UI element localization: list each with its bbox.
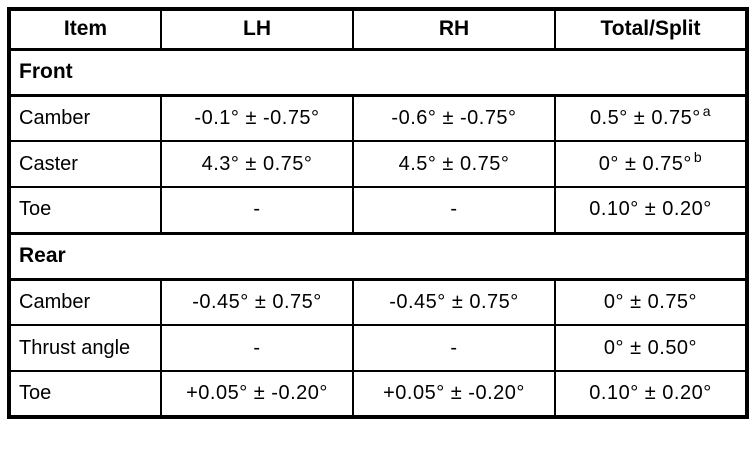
row-label-rear-camber: Camber — [8, 278, 162, 326]
column-header-rh: RH — [352, 8, 556, 50]
rear-camber-total-value: 0° ± 0.75° — [554, 278, 748, 326]
row-rear-thrust-angle: Thrust angle - - 0° ± 0.50° — [8, 324, 748, 372]
section-label-front: Front — [8, 47, 748, 97]
rear-toe-total-value: 0.10° ± 0.20° — [554, 370, 748, 418]
row-label-front-caster: Caster — [8, 140, 162, 188]
row-rear-camber: Camber -0.45° ± 0.75° -0.45° ± 0.75° 0° … — [8, 278, 748, 326]
rear-thrust-angle-lh-value: - — [160, 324, 354, 372]
row-label-rear-toe: Toe — [8, 370, 162, 418]
front-caster-lh-value: 4.3° ± 0.75° — [160, 140, 354, 188]
front-caster-footnote-marker: b — [693, 148, 703, 165]
row-rear-toe: Toe +0.05° ± -0.20° +0.05° ± -0.20° 0.10… — [8, 370, 748, 418]
front-camber-lh-value: -0.1° ± -0.75° — [160, 94, 354, 142]
front-caster-total-value: 0° ± 0.75° — [598, 152, 692, 175]
column-header-total: Total/Split — [554, 8, 748, 50]
column-header-lh: LH — [160, 8, 354, 50]
front-camber-total-value: 0.5° ± 0.75° — [589, 106, 701, 129]
rear-toe-lh-value: +0.05° ± -0.20° — [160, 370, 354, 418]
front-camber-footnote-marker: a — [702, 103, 712, 120]
row-label-rear-thrust-angle: Thrust angle — [8, 324, 162, 372]
front-toe-lh-value: - — [160, 186, 354, 234]
section-row-rear: Rear — [8, 231, 748, 281]
section-row-front: Front — [8, 47, 748, 97]
front-toe-rh-value: - — [352, 186, 556, 234]
front-toe-total-value: 0.10° ± 0.20° — [554, 186, 748, 234]
wheel-alignment-spec-table: Item LH RH Total/Split Front Camber -0.1… — [7, 7, 749, 419]
rear-camber-rh-value: -0.45° ± 0.75° — [352, 278, 556, 326]
rear-thrust-angle-rh-value: - — [352, 324, 556, 372]
section-label-rear: Rear — [8, 231, 748, 281]
front-caster-total-cell: 0° ± 0.75° b — [554, 140, 748, 188]
rear-toe-rh-value: +0.05° ± -0.20° — [352, 370, 556, 418]
row-label-front-toe: Toe — [8, 186, 162, 234]
front-caster-rh-value: 4.5° ± 0.75° — [352, 140, 556, 188]
rear-thrust-angle-total-value: 0° ± 0.50° — [554, 324, 748, 372]
row-front-caster: Caster 4.3° ± 0.75° 4.5° ± 0.75° 0° ± 0.… — [8, 140, 748, 188]
front-camber-rh-value: -0.6° ± -0.75° — [352, 94, 556, 142]
row-label-front-camber: Camber — [8, 94, 162, 142]
front-camber-total-cell: 0.5° ± 0.75° a — [554, 94, 748, 142]
row-front-camber: Camber -0.1° ± -0.75° -0.6° ± -0.75° 0.5… — [8, 94, 748, 142]
rear-camber-lh-value: -0.45° ± 0.75° — [160, 278, 354, 326]
column-header-item: Item — [8, 8, 162, 50]
row-front-toe: Toe - - 0.10° ± 0.20° — [8, 186, 748, 234]
header-row: Item LH RH Total/Split — [8, 8, 748, 50]
